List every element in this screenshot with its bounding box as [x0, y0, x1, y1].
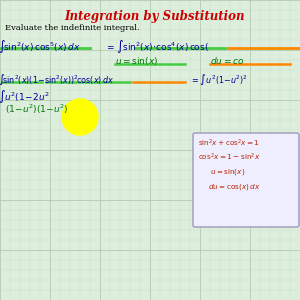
Text: $du=co$: $du=co$	[210, 55, 244, 66]
Text: $=\int u^{2}(1\!-\!u^{2})^{2}$: $=\int u^{2}(1\!-\!u^{2})^{2}$	[190, 72, 248, 87]
Text: $=\int\sin^{2}\!(x)\!\cdot\!\cos^{4}\!(x)\,\cos($: $=\int\sin^{2}\!(x)\!\cdot\!\cos^{4}\!(x…	[105, 38, 209, 55]
Circle shape	[62, 99, 98, 135]
Text: $u = \sin(x)$: $u = \sin(x)$	[210, 167, 245, 177]
Text: $du = \cos(x)\,dx$: $du = \cos(x)\,dx$	[208, 182, 260, 192]
Text: $\int\!\sin^{2}\!(x)(1\!-\!\sin^{2}\!(x))^{2}\!\cos(x)\,dx$: $\int\!\sin^{2}\!(x)(1\!-\!\sin^{2}\!(x)…	[0, 72, 114, 87]
Text: Evaluate the indefinite integral.: Evaluate the indefinite integral.	[5, 24, 140, 32]
Text: $\sin^{2}\!x + \cos^{2}\!x = 1$: $\sin^{2}\!x + \cos^{2}\!x = 1$	[198, 138, 260, 149]
Text: $(1\!-\!u^{2})(1\!-\!u^{2})$: $(1\!-\!u^{2})(1\!-\!u^{2})$	[5, 103, 69, 116]
Text: $u=\sin(x)$: $u=\sin(x)$	[115, 55, 158, 67]
FancyBboxPatch shape	[193, 133, 299, 227]
Text: $\cos^{2}\!x = 1 - \sin^{2}\!x$: $\cos^{2}\!x = 1 - \sin^{2}\!x$	[198, 152, 261, 163]
Text: $\int u^{2}(1\!-\!2u^{2}$: $\int u^{2}(1\!-\!2u^{2}$	[0, 88, 50, 105]
Text: $\int\!\sin^{2}\!(x)\,\cos^{5}\!(x)\,dx$: $\int\!\sin^{2}\!(x)\,\cos^{5}\!(x)\,dx$	[0, 38, 81, 55]
Text: Integration by Substitution: Integration by Substitution	[65, 10, 245, 23]
